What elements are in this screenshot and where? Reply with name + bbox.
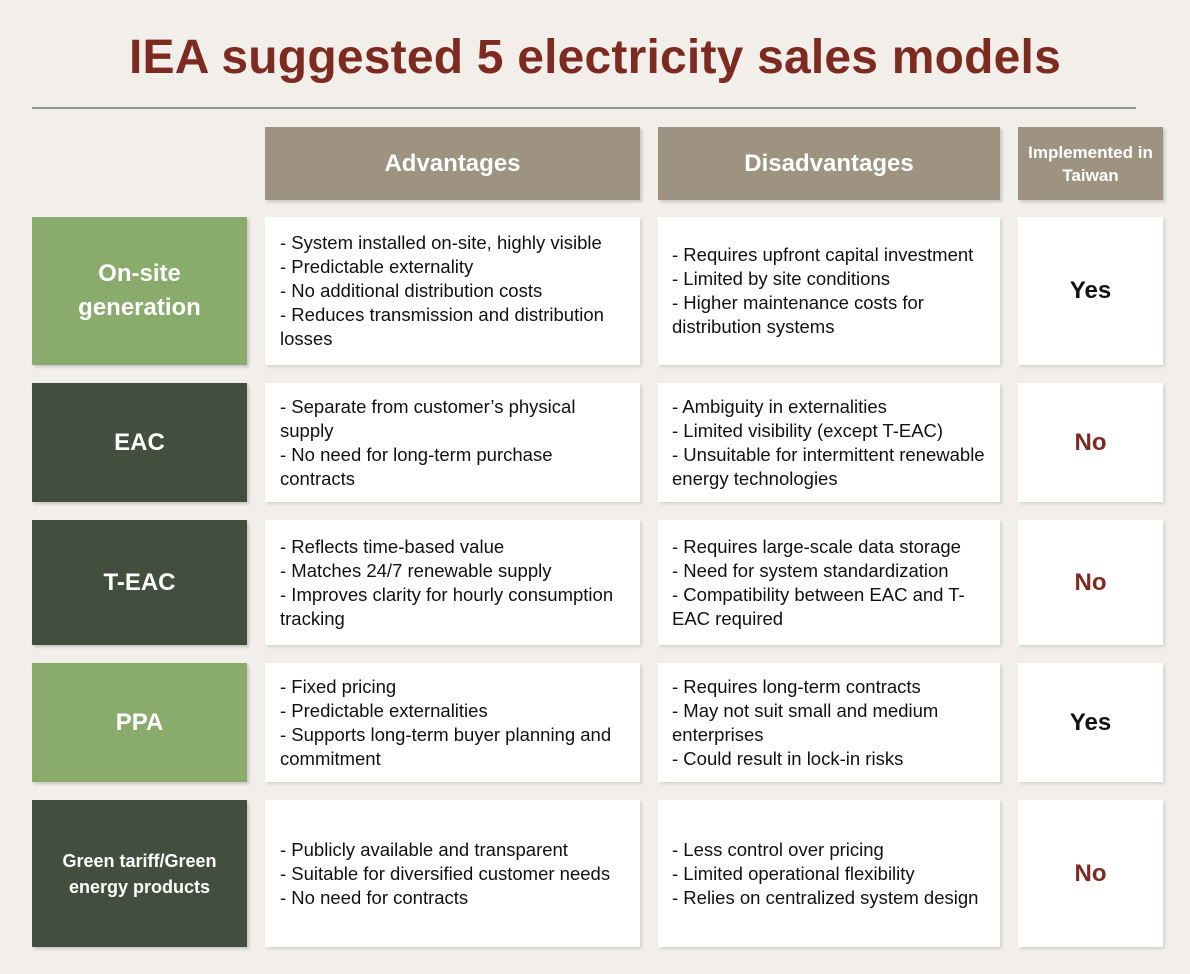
header-implemented-in-taiwan: Implemented in Taiwan bbox=[1018, 127, 1163, 200]
list-item: - May not suit small and medium enterpri… bbox=[672, 699, 939, 745]
list-item: - Publicly available and transparent bbox=[280, 838, 568, 860]
list-item: - Requires upfront capital investment bbox=[672, 244, 974, 265]
list-item: - Ambiguity in externalities bbox=[672, 395, 887, 417]
list-item: - Requires large-scale data storage bbox=[672, 535, 961, 557]
list-item: - Less control over pricing bbox=[672, 838, 884, 860]
advantages-list: - Separate from customer’s physical supp… bbox=[280, 395, 632, 491]
list-item: - Higher maintenance costs for distribut… bbox=[672, 292, 924, 337]
header-advantages: Advantages bbox=[265, 127, 640, 200]
implemented-status-cell: No bbox=[1018, 383, 1163, 502]
row-label-green-tariff: Green tariff/Green energy products bbox=[32, 800, 247, 947]
implemented-status: No bbox=[1074, 859, 1107, 887]
advantages-cell: - Fixed pricing - Predictable externalit… bbox=[265, 663, 640, 782]
title-divider bbox=[32, 107, 1136, 109]
implemented-status-cell: Yes bbox=[1018, 663, 1163, 782]
list-item: - Suitable for diversified customer need… bbox=[280, 862, 611, 884]
advantages-cell: - System installed on-site, highly visib… bbox=[265, 217, 640, 365]
list-item: - No additional distribution costs bbox=[280, 280, 543, 301]
disadvantages-list: - Less control over pricing - Limited op… bbox=[672, 838, 996, 910]
disadvantages-cell: - Ambiguity in externalities - Limited v… bbox=[658, 383, 1000, 502]
advantages-list: - Publicly available and transparent - S… bbox=[280, 838, 632, 910]
row-label-on-site-generation: On-site generation bbox=[32, 217, 247, 365]
disadvantages-cell: - Requires upfront capital investment - … bbox=[658, 217, 1000, 365]
list-item: - Limited visibility (except T-EAC) bbox=[672, 419, 944, 441]
list-item: - Relies on centralized system design bbox=[672, 886, 979, 908]
advantages-cell: - Separate from customer’s physical supp… bbox=[265, 383, 640, 502]
list-item: - Reflects time-based value bbox=[280, 535, 505, 557]
list-item: - Supports long-term buyer planning and … bbox=[280, 723, 612, 769]
disadvantages-list: - Requires long-term contracts - May not… bbox=[672, 675, 996, 771]
row-label-ppa: PPA bbox=[32, 663, 247, 782]
disadvantages-cell: - Requires large-scale data storage - Ne… bbox=[658, 520, 1000, 645]
disadvantages-cell: - Less control over pricing - Limited op… bbox=[658, 800, 1000, 947]
list-item: - Predictable externality bbox=[280, 256, 474, 277]
list-item: - No need for long-term purchase contrac… bbox=[280, 443, 553, 489]
disadvantages-cell: - Requires long-term contracts - May not… bbox=[658, 663, 1000, 782]
advantages-list: - System installed on-site, highly visib… bbox=[280, 231, 632, 351]
list-item: - Requires long-term contracts bbox=[672, 675, 921, 697]
implemented-status: No bbox=[1074, 568, 1107, 596]
list-item: - Need for system standardization bbox=[672, 559, 949, 581]
advantages-cell: - Reflects time-based value - Matches 24… bbox=[265, 520, 640, 645]
row-label-eac: EAC bbox=[32, 383, 247, 502]
advantages-list: - Reflects time-based value - Matches 24… bbox=[280, 535, 632, 631]
disadvantages-list: - Requires upfront capital investment - … bbox=[672, 243, 996, 339]
list-item: - Limited by site conditions bbox=[672, 268, 890, 289]
implemented-status-cell: No bbox=[1018, 520, 1163, 645]
list-item: - System installed on-site, highly visib… bbox=[280, 232, 602, 253]
list-item: - Separate from customer’s physical supp… bbox=[280, 395, 576, 441]
list-item: - Unsuitable for intermittent renewable … bbox=[672, 443, 985, 489]
implemented-status-cell: Yes bbox=[1018, 217, 1163, 365]
row-label-t-eac: T-EAC bbox=[32, 520, 247, 645]
implemented-status: No bbox=[1074, 428, 1107, 456]
list-item: - Matches 24/7 renewable supply bbox=[280, 559, 552, 581]
advantages-cell: - Publicly available and transparent - S… bbox=[265, 800, 640, 947]
list-item: - No need for contracts bbox=[280, 886, 469, 908]
list-item: - Predictable externalities bbox=[280, 699, 488, 721]
list-item: - Compatibility between EAC and T-EAC re… bbox=[672, 583, 965, 629]
header-disadvantages: Disadvantages bbox=[658, 127, 1000, 200]
page-title: IEA suggested 5 electricity sales models bbox=[129, 31, 1061, 84]
implemented-status: Yes bbox=[1069, 277, 1112, 304]
list-item: - Fixed pricing bbox=[280, 675, 397, 697]
list-item: - Improves clarity for hourly consumptio… bbox=[280, 583, 614, 629]
disadvantages-list: - Ambiguity in externalities - Limited v… bbox=[672, 395, 996, 491]
list-item: - Could result in lock-in risks bbox=[672, 747, 904, 769]
list-item: - Limited operational flexibility bbox=[672, 862, 915, 884]
implemented-status: Yes bbox=[1069, 708, 1112, 736]
implemented-status-cell: No bbox=[1018, 800, 1163, 947]
disadvantages-list: - Requires large-scale data storage - Ne… bbox=[672, 535, 996, 631]
list-item: - Reduces transmission and distribution … bbox=[280, 304, 604, 349]
advantages-list: - Fixed pricing - Predictable externalit… bbox=[280, 675, 632, 771]
